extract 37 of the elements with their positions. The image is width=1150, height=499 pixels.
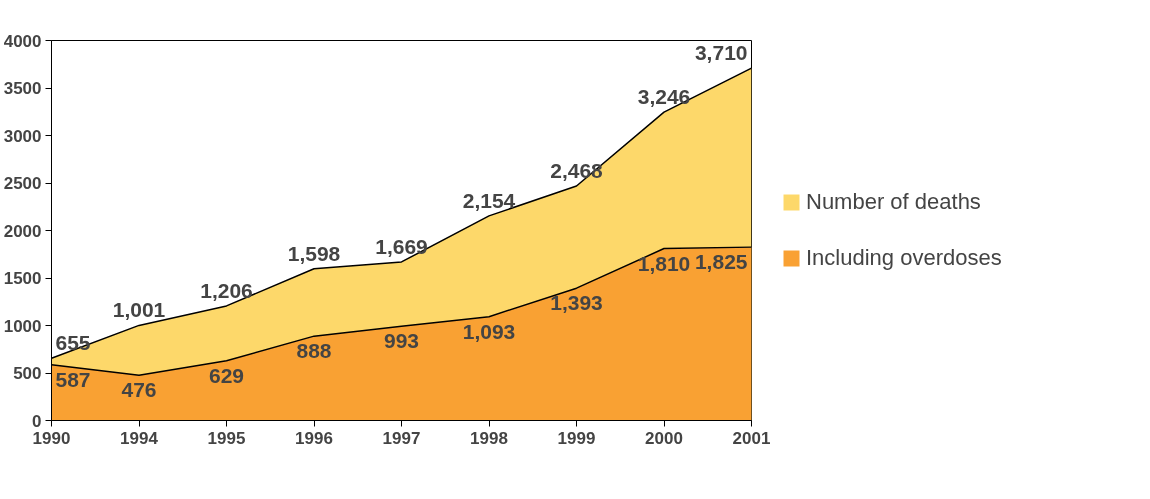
data-label: 1,598 [287,241,341,265]
x-tick-label: 2000 [645,428,683,448]
data-label: 1,001 [112,298,166,322]
data-label: 1,093 [462,319,516,343]
data-label: 1,669 [375,234,428,258]
legend-label: Number of deaths [806,189,981,215]
data-label: 3,246 [637,85,691,109]
x-tick-label: 1998 [470,428,508,448]
x-tick-label: 2001 [732,428,771,448]
data-label: 1,206 [200,278,253,302]
data-label: 1,393 [550,291,603,315]
data-label: 1,810 [637,251,691,275]
legend-label: Including overdoses [806,245,1002,271]
data-label: 587 [55,367,91,391]
data-label: 629 [208,363,245,387]
y-tick-label: 1000 [3,316,42,336]
data-label: 3,710 [694,41,748,65]
y-tick-label: 0 [32,411,42,431]
x-tick-label: 1999 [557,428,596,448]
data-label: 476 [121,378,157,402]
x-tick-label: 1994 [120,428,159,448]
y-tick-label: 4000 [3,31,42,51]
y-tick-label: 2500 [3,174,42,193]
x-tick-label: 1997 [382,428,421,448]
x-tick-label: 1990 [32,428,71,448]
data-label: 655 [55,331,91,355]
x-tick-label: 1996 [295,428,333,448]
y-tick-label: 1500 [3,269,42,288]
y-tick-label: 3500 [3,79,42,98]
data-label: 1,825 [694,250,748,274]
data-label: 2,154 [462,188,516,212]
y-tick-label: 500 [13,364,42,383]
data-label: 888 [296,339,332,363]
x-tick-label: 1995 [207,428,246,448]
data-label: 993 [383,329,420,353]
y-tick-label: 2000 [3,221,42,241]
y-tick-label: 3000 [3,126,42,146]
